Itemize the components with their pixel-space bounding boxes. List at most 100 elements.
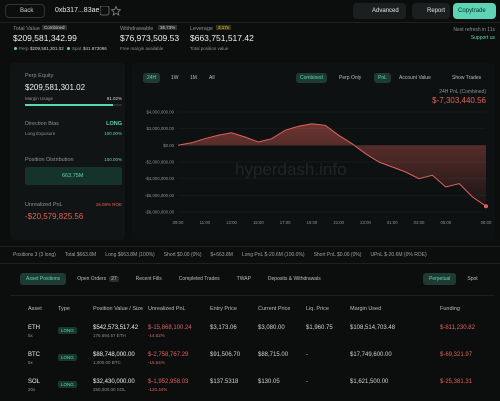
- chart-toggle[interactable]: 1W: [171, 75, 179, 81]
- divider: [0, 263, 500, 264]
- pnl-chart: hyperdash.info -$8,000,000.00 -$6,000,000.…: [145, 110, 492, 226]
- column-header: Funding: [440, 306, 460, 312]
- type-badge: LONG: [58, 354, 77, 362]
- position-size: 176,694.57 ETH: [93, 333, 126, 338]
- column-header: Position Value / Size: [93, 306, 144, 312]
- stat: $+663.8M: [210, 252, 233, 258]
- chart-title: 24H PnL (Combined): [439, 89, 486, 95]
- note: Total position value: [190, 46, 229, 51]
- x-tick-label: 11:00: [200, 220, 211, 225]
- value: 100.00%: [104, 157, 122, 162]
- type-badge: LONG: [58, 327, 77, 335]
- funding: $-811,230.82: [440, 325, 475, 331]
- report-button-frame: [412, 3, 450, 19]
- support-link[interactable]: Support us: [470, 35, 495, 41]
- x-tick-label: 13:00: [226, 220, 237, 225]
- x-tick-label: 03:00: [414, 220, 425, 225]
- y-tick-label: -$6,000,000.00: [145, 193, 175, 198]
- market-tab[interactable]: Spot: [467, 276, 478, 282]
- badge: 36.73%: [158, 25, 178, 31]
- column-header: Type: [58, 306, 70, 312]
- chart-toggle[interactable]: 1M: [190, 75, 197, 81]
- stat: Positions 3 (3 long): [13, 252, 56, 258]
- leverage: 5x: [28, 360, 33, 365]
- badge: 3.17x: [216, 25, 232, 31]
- value: $209,581,301.02: [25, 83, 86, 92]
- chart-toggle[interactable]: Show Trades: [452, 75, 482, 81]
- y-tick-label: -$8,000,000.00: [145, 210, 175, 215]
- current-price: $88,715.00: [258, 352, 289, 358]
- y-tick-label: -$2,000,000.00: [145, 160, 175, 165]
- star[interactable]: [110, 6, 122, 16]
- label: Leverage: [190, 26, 213, 32]
- position-value: $88,748,000.00: [93, 352, 135, 358]
- tab[interactable]: Recent Fills: [135, 276, 162, 282]
- tab[interactable]: Deposits & Withdrawals: [267, 276, 321, 282]
- current-price: $130.05: [258, 379, 280, 385]
- label: Spot: [72, 46, 82, 51]
- divider: [0, 246, 500, 247]
- margin-bar-fill: [25, 104, 113, 106]
- x-tick-label: 05:00: [440, 220, 451, 225]
- stat: UPnL $-20.6M (0% ROE): [370, 252, 427, 258]
- back-button[interactable]: Back: [20, 8, 34, 14]
- label: Unrealized PnL: [25, 202, 63, 208]
- tab[interactable]: TWAP: [236, 276, 251, 282]
- liq-price: -: [306, 352, 308, 358]
- tab[interactable]: Asset Positions: [20, 273, 67, 285]
- value: $76,973,509.53: [120, 33, 180, 43]
- divider: [10, 295, 495, 296]
- current-price: $3,080.00: [258, 325, 285, 331]
- chart-toggle[interactable]: PnL: [374, 73, 391, 83]
- column-header: Asset: [28, 306, 42, 312]
- position-value: $32,430,000.00: [93, 379, 135, 385]
- pnl-line: [177, 123, 487, 207]
- roe: 16.09% ROE: [95, 202, 122, 207]
- tab[interactable]: Open Orders 27: [77, 276, 119, 282]
- chart-toggle[interactable]: Combined: [296, 73, 327, 83]
- refresh-timer: Next refresh in 11s: [453, 27, 495, 33]
- market-tab[interactable]: Perpetual: [423, 273, 457, 285]
- watermark: hyperdash.info: [235, 160, 347, 179]
- entry-price: $137.5318: [210, 379, 239, 385]
- column-header: Unrealized PnL: [148, 306, 186, 312]
- back-button-frame: [5, 4, 45, 18]
- pnl-percent: -15.54%: [148, 360, 165, 365]
- type-badge: LONG: [58, 381, 77, 389]
- margin-used: $1,621,500.00: [350, 379, 389, 385]
- funding: $-25,381.31: [440, 379, 473, 385]
- stat: Long PnL $-20.6M (100.0%): [241, 252, 305, 258]
- star-icon[interactable]: [100, 6, 122, 16]
- leverage: 5x: [28, 333, 33, 338]
- x-tick-label: 09:00: [173, 220, 184, 225]
- badge: Combined: [42, 25, 67, 31]
- leverage: 20x: [28, 387, 36, 392]
- report-button[interactable]: Report: [427, 8, 446, 14]
- copy-icon[interactable]: [100, 6, 110, 16]
- label: Withdrawable: [120, 26, 154, 32]
- entry-price: $91,506.70: [210, 352, 241, 358]
- chart-toggle[interactable]: All: [209, 75, 215, 81]
- chart-toggle[interactable]: 24H: [143, 73, 161, 83]
- position-size: 1,000.00 BTC: [93, 360, 121, 365]
- unrealized-pnl: $-15,868,100.24: [148, 325, 192, 331]
- bias: LONG: [106, 121, 122, 127]
- tab[interactable]: Completed Trades: [178, 276, 220, 282]
- column-header: Current Price: [258, 306, 291, 312]
- label: Perp: [19, 46, 29, 51]
- chart-toggle[interactable]: Account Value: [399, 75, 431, 81]
- margin-used: $108,514,703.48: [350, 325, 396, 331]
- dot: [67, 47, 70, 50]
- column-header: Entry Price: [210, 306, 237, 312]
- label: Long Exposure: [25, 131, 56, 136]
- y-tick-label: $2,000,000.00: [147, 126, 175, 131]
- last-point: [484, 204, 488, 209]
- market-tabs: Perpetual Spot: [423, 273, 484, 285]
- advanced-button[interactable]: Advanced: [372, 8, 399, 14]
- copytrade-button[interactable]: Copytrade: [458, 8, 486, 14]
- chart-toggle[interactable]: Perp Only: [339, 75, 362, 81]
- value: 663.75M: [62, 173, 84, 179]
- value: $41.973096: [83, 46, 107, 51]
- asset: ETH: [28, 325, 40, 331]
- liq-price: -: [306, 379, 308, 385]
